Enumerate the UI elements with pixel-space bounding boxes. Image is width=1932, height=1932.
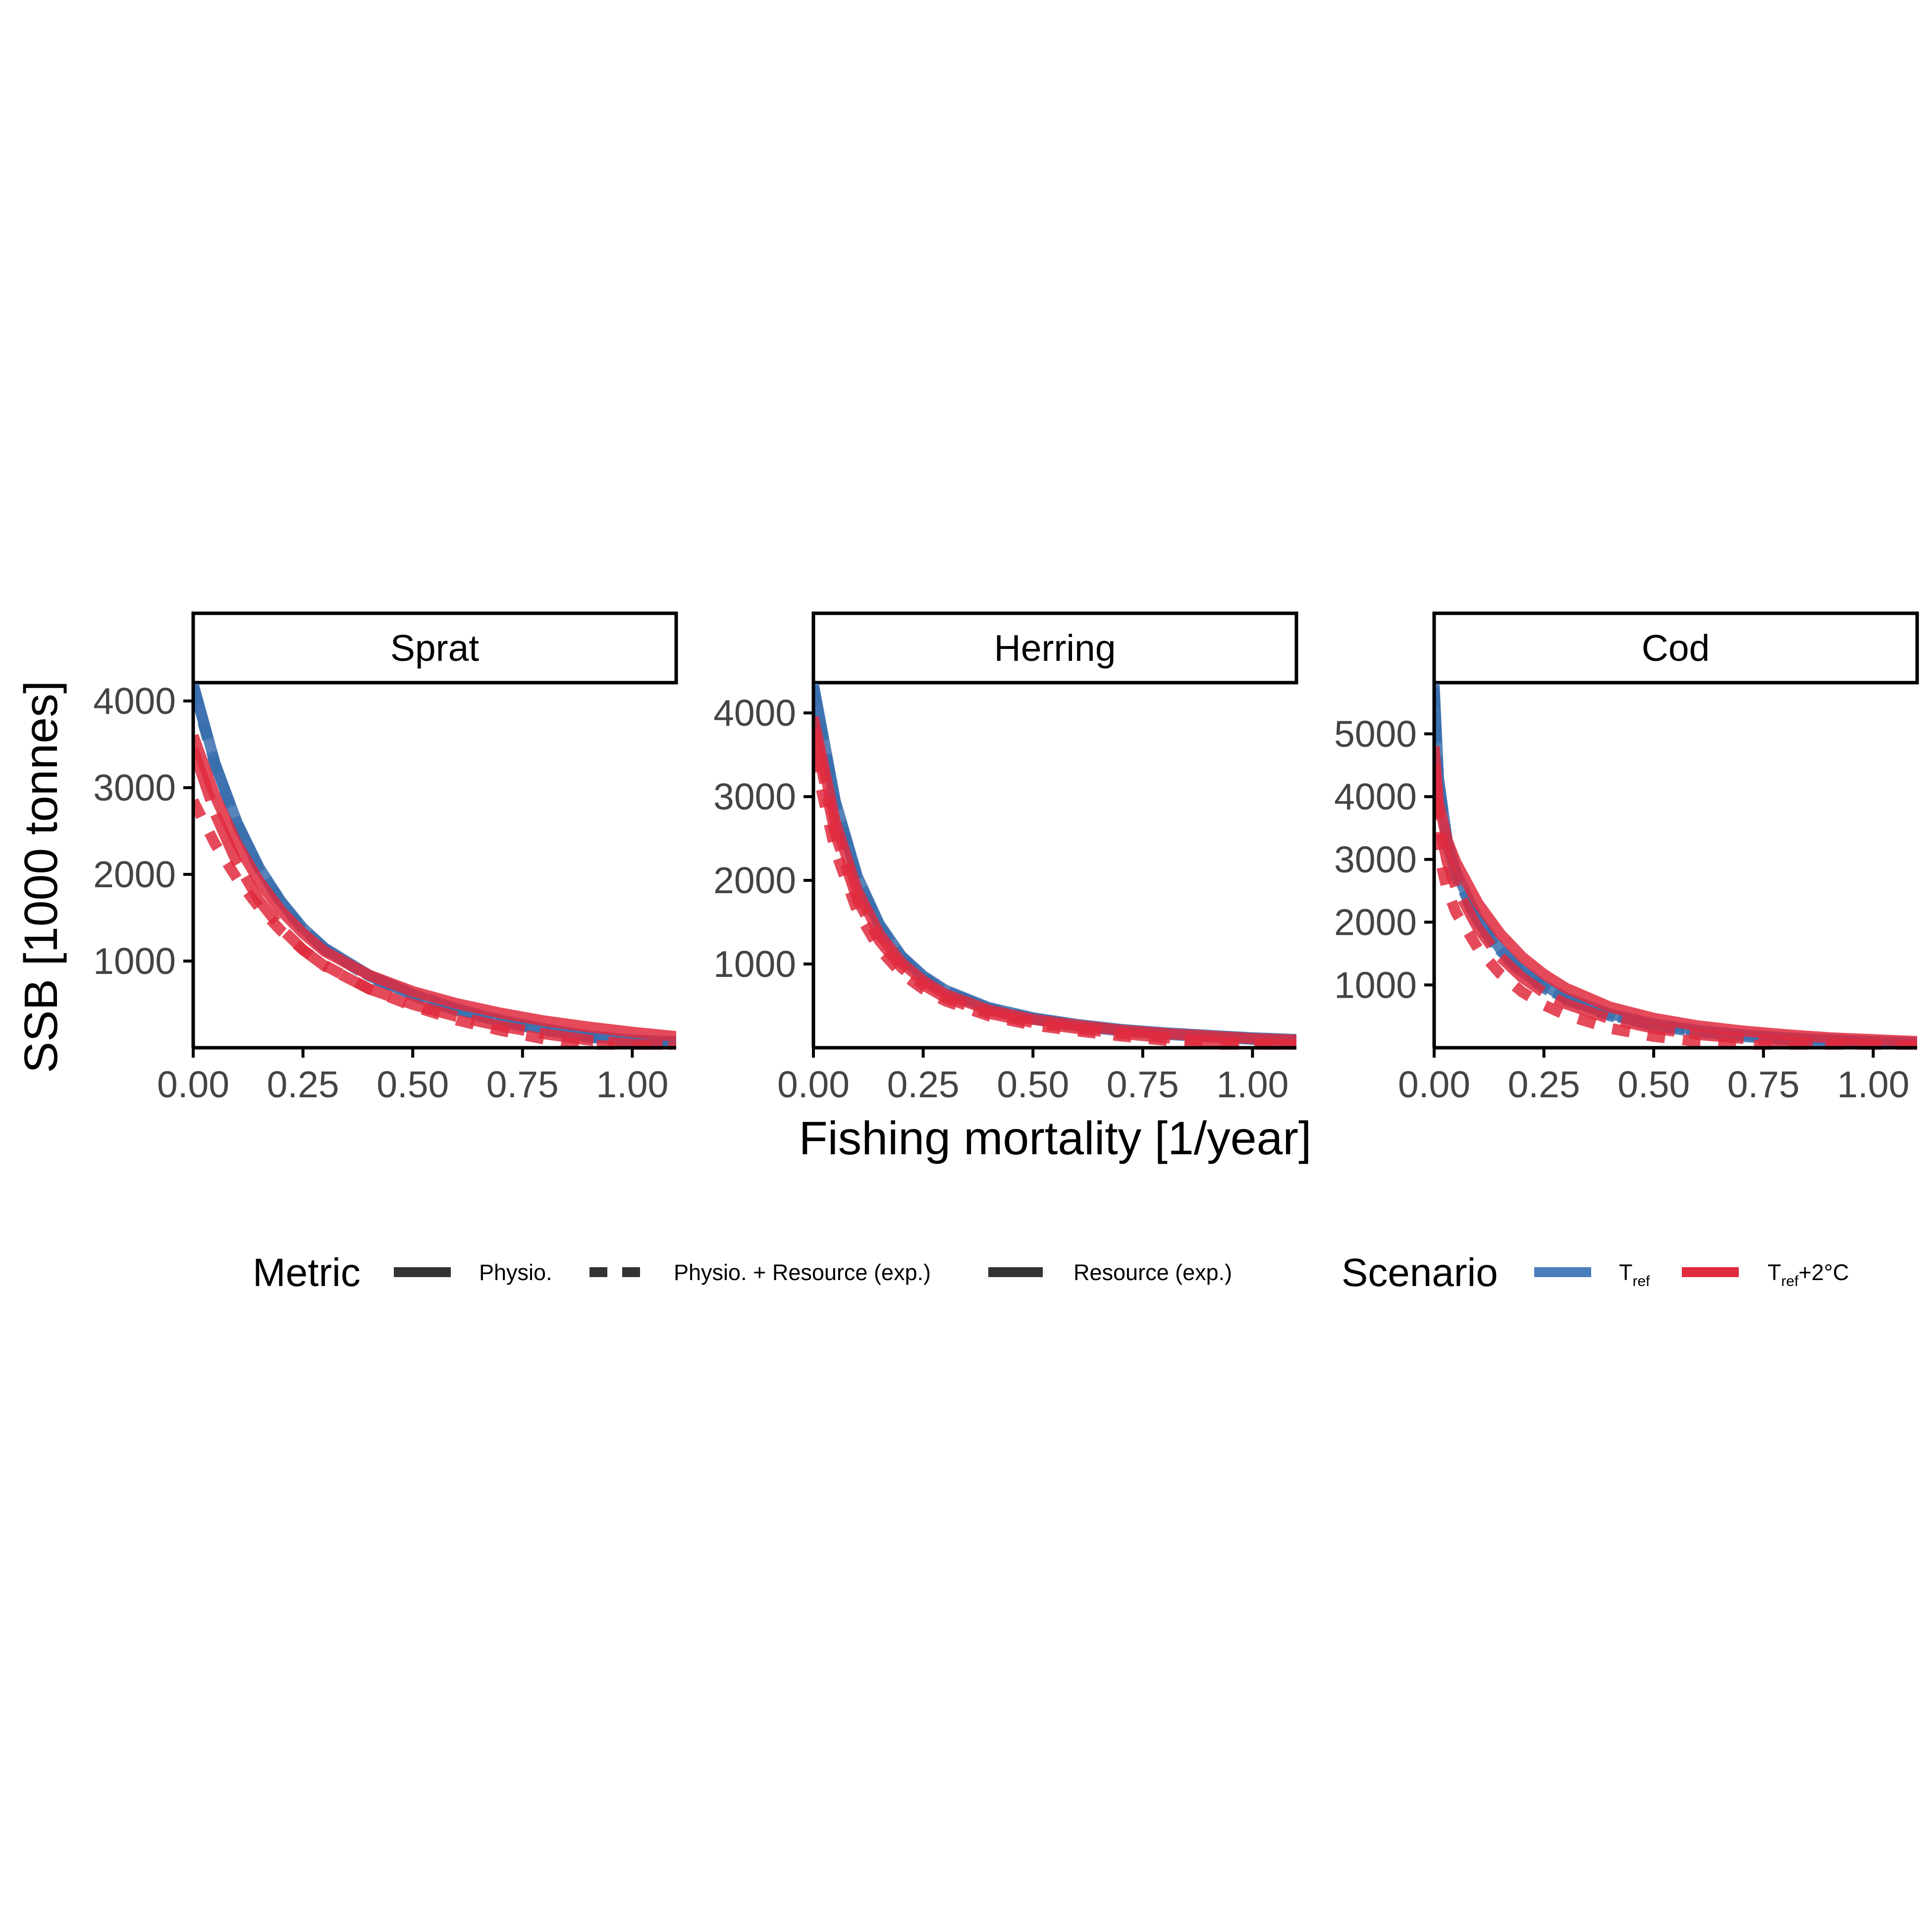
x-tick-label: 0.25 [267, 1064, 339, 1105]
series-line [193, 684, 676, 1048]
y-tick-label: 5000 [1334, 713, 1417, 754]
series-line [813, 753, 1296, 1050]
y-tick-label: 4000 [713, 692, 796, 734]
x-tick-label: 0.00 [777, 1064, 850, 1105]
series-line [193, 734, 676, 1042]
facet-sprat: Sprat 1000 2000 3000 4000 0.00 0.25 0.50 0.75 1.0… [93, 611, 678, 1105]
series-line [813, 687, 1296, 1047]
y-tick-label: 1000 [93, 940, 176, 982]
y-tick-label: 4000 [1334, 776, 1417, 817]
y-tick-label: 3000 [713, 776, 796, 817]
x-tick-label: 0.50 [1617, 1064, 1690, 1105]
facet-strip [191, 611, 678, 685]
series-line [1434, 746, 1917, 1047]
y-tick-label: 4000 [93, 680, 176, 722]
legend: Metric Physio. Physio. + Resource (exp.) Re… [253, 1250, 1849, 1294]
x-tick-label: 1.00 [596, 1064, 668, 1105]
legend-label-scenario: Tref [1619, 1260, 1650, 1289]
legend-label-metric: Resource (exp.) [1073, 1260, 1232, 1285]
legend-metric-title: Metric [253, 1250, 361, 1294]
series-line [1434, 686, 1917, 1050]
series-group [1434, 684, 1917, 1050]
series-line [813, 684, 1296, 1045]
facet-herring: Herring 1000 2000 3000 4000 0.00 0.25 0.50 0.75 1… [713, 611, 1298, 1105]
series-line [1434, 796, 1917, 1050]
y-tick-label: 1000 [713, 943, 796, 985]
y-tick-label: 2000 [713, 859, 796, 901]
x-tick-label: 0.75 [1107, 1064, 1179, 1105]
x-tick-label: 0.50 [376, 1064, 449, 1105]
y-axis-title: SSB [1000 tonnes] [15, 681, 67, 1073]
legend-scenario-title: Scenario [1342, 1250, 1498, 1294]
series-line [193, 747, 676, 1050]
x-tick-label: 0.75 [1727, 1064, 1800, 1105]
series-group [193, 684, 676, 1050]
facet-cod: Cod 1000 2000 3000 4000 5000 0.00 0.25 0.50 0.75 1… [1334, 611, 1919, 1105]
series-line [1434, 690, 1917, 1050]
y-tick-label: 3000 [1334, 839, 1417, 880]
legend-label-scenario: Tref+2°C [1768, 1260, 1849, 1289]
x-tick-label: 0.50 [997, 1064, 1069, 1105]
y-tick-label: 1000 [1334, 964, 1417, 1006]
legend-label-metric: Physio. + Resource (exp.) [674, 1260, 931, 1285]
y-tick-label: 2000 [93, 854, 176, 895]
series-line [813, 685, 1296, 1046]
x-axis-title: Fishing mortality [1/year] [799, 1112, 1312, 1165]
x-tick-label: 1.00 [1216, 1064, 1288, 1105]
series-line [193, 686, 676, 1049]
facet-strip [811, 611, 1298, 685]
x-tick-label: 0.00 [1398, 1064, 1470, 1105]
y-tick-label: 2000 [1334, 902, 1417, 943]
series-line [1434, 764, 1917, 1050]
x-tick-label: 0.25 [1508, 1064, 1580, 1105]
series-line [813, 728, 1296, 1050]
series-line [1434, 684, 1917, 1048]
series-line [813, 716, 1296, 1046]
facet-strip-label: Cod [1642, 627, 1710, 669]
series-line [193, 684, 676, 1047]
facet-panels: Sprat 1000 2000 3000 4000 0.00 0.25 0.50 0.75 1.0… [93, 611, 1919, 1105]
facet-strip [1432, 611, 1919, 685]
x-tick-label: 0.75 [486, 1064, 559, 1105]
x-tick-label: 0.00 [157, 1064, 229, 1105]
series-group [813, 684, 1296, 1050]
x-tick-label: 1.00 [1837, 1064, 1909, 1105]
legend-label-metric: Physio. [479, 1260, 552, 1285]
facet-strip-label: Sprat [390, 627, 479, 669]
x-tick-label: 0.25 [887, 1064, 960, 1105]
y-tick-label: 3000 [93, 767, 176, 808]
facet-strip-label: Herring [994, 627, 1116, 669]
